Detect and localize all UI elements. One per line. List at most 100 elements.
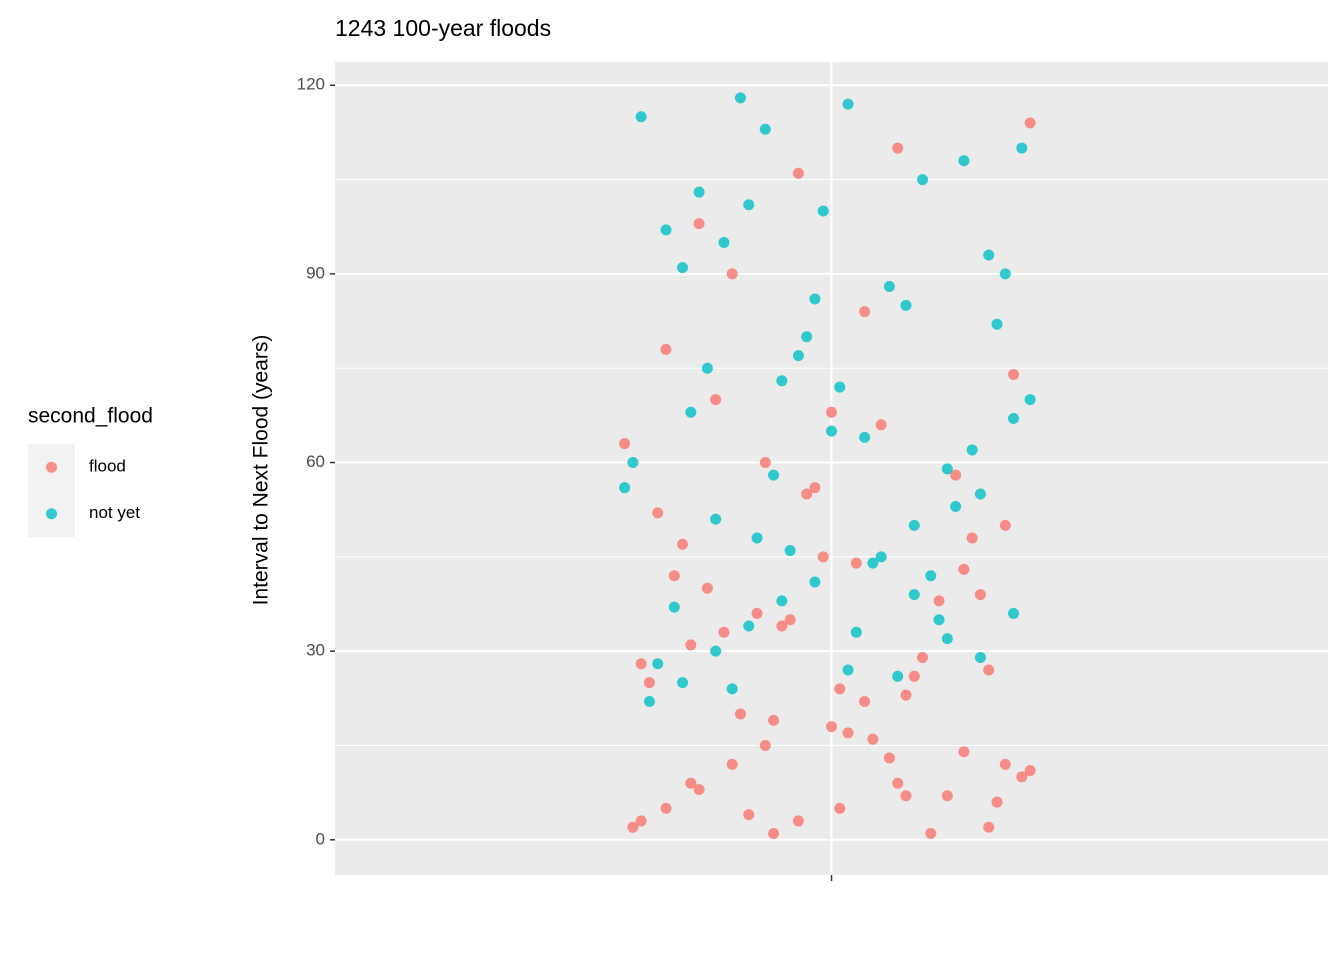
point xyxy=(867,733,879,745)
point xyxy=(809,293,821,305)
point xyxy=(627,457,639,469)
point xyxy=(834,802,846,814)
point xyxy=(776,620,788,632)
point xyxy=(759,457,771,469)
legend-label: not yet xyxy=(89,503,140,522)
point xyxy=(999,268,1011,280)
point xyxy=(768,714,780,726)
point xyxy=(668,601,680,613)
point xyxy=(710,645,722,657)
point xyxy=(768,469,780,481)
point xyxy=(660,224,672,236)
point xyxy=(974,651,986,663)
point xyxy=(925,570,937,582)
point xyxy=(933,595,945,607)
point xyxy=(701,582,713,594)
point xyxy=(1008,368,1020,380)
point xyxy=(941,463,953,475)
point xyxy=(726,268,738,280)
point xyxy=(958,563,970,575)
point xyxy=(908,589,920,601)
point xyxy=(701,362,713,374)
point xyxy=(776,375,788,387)
point xyxy=(693,186,705,198)
point xyxy=(883,752,895,764)
point xyxy=(966,444,978,456)
point xyxy=(892,142,904,154)
point xyxy=(784,545,796,557)
y-axis-label: Interval to Next Flood (years) xyxy=(250,335,273,606)
point xyxy=(834,683,846,695)
point xyxy=(776,595,788,607)
legend-label: flood xyxy=(89,457,126,476)
point xyxy=(685,639,697,651)
y-tick-label: 90 xyxy=(306,263,325,282)
point xyxy=(875,551,887,563)
point xyxy=(941,633,953,645)
point xyxy=(826,406,837,418)
point xyxy=(1016,771,1028,783)
point xyxy=(685,777,697,789)
point xyxy=(792,350,804,362)
point xyxy=(908,519,920,531)
legend-marker xyxy=(46,508,57,520)
point xyxy=(726,758,738,770)
point xyxy=(908,670,920,682)
point xyxy=(1008,607,1020,619)
point xyxy=(900,790,912,802)
point xyxy=(743,620,755,632)
point xyxy=(801,488,813,500)
point xyxy=(751,532,763,544)
point xyxy=(867,557,879,569)
point xyxy=(974,589,986,601)
point xyxy=(643,695,655,707)
point xyxy=(966,532,978,544)
point xyxy=(726,683,738,695)
point xyxy=(643,677,655,689)
point xyxy=(826,425,837,437)
point xyxy=(619,438,631,450)
point xyxy=(983,249,995,261)
point xyxy=(925,828,937,840)
point xyxy=(950,469,962,481)
y-tick-label: 60 xyxy=(306,452,325,471)
point xyxy=(743,199,755,211)
point xyxy=(734,708,746,720)
point xyxy=(883,280,895,292)
point xyxy=(660,343,672,355)
point xyxy=(892,670,904,682)
point xyxy=(974,488,986,500)
point xyxy=(842,727,854,739)
point xyxy=(718,626,730,638)
point xyxy=(710,513,722,525)
point xyxy=(734,92,746,104)
point xyxy=(875,419,887,431)
point xyxy=(1008,413,1020,425)
point xyxy=(710,394,722,406)
point xyxy=(999,758,1011,770)
point xyxy=(768,828,780,840)
point xyxy=(652,658,664,670)
point xyxy=(817,205,829,217)
point xyxy=(817,551,829,563)
point xyxy=(917,651,929,663)
y-tick-label: 120 xyxy=(297,75,325,94)
y-tick-label: 30 xyxy=(306,641,325,660)
point xyxy=(718,236,730,248)
point xyxy=(958,746,970,758)
point xyxy=(809,482,821,494)
legend-title: second_flood xyxy=(28,405,153,428)
point xyxy=(693,218,705,230)
point xyxy=(677,538,689,550)
point xyxy=(743,809,755,821)
point xyxy=(660,802,672,814)
point xyxy=(635,815,647,827)
point xyxy=(859,431,871,443)
point xyxy=(627,821,639,833)
point xyxy=(619,482,631,494)
point xyxy=(635,111,647,123)
point xyxy=(677,262,689,274)
point xyxy=(834,381,846,393)
point xyxy=(792,167,804,179)
